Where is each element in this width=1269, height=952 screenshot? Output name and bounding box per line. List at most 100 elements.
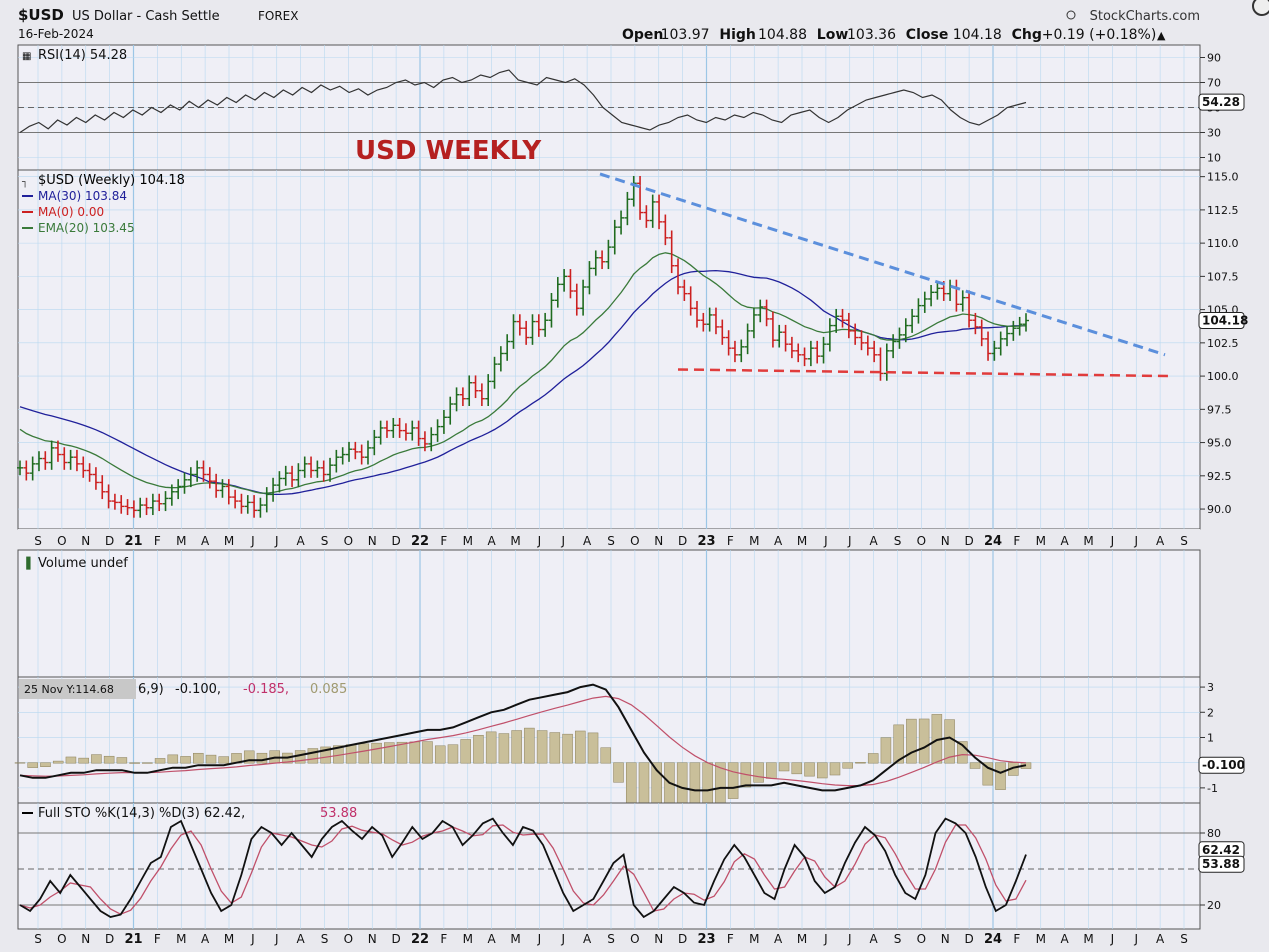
sto-tick-label: 20 [1207,899,1221,912]
sto-label: Full STO %K(14,3) %D(3) 62.42, [38,806,245,821]
copyright-icon [1066,10,1076,20]
month-label-bottom: N [654,932,663,946]
macd-histogram-bar [549,732,561,764]
quote-label: Open [622,27,663,43]
month-label-bottom: M [224,932,234,946]
month-label-bottom: 24 [984,932,1002,947]
month-label-bottom: A [297,932,306,946]
price-tick-label: 112.5 [1207,204,1239,217]
month-label-bottom: D [965,932,974,946]
month-label: A [1156,534,1165,548]
exchange: FOREX [258,9,299,23]
macd-histogram-bar [842,762,853,769]
quote-label: Low [817,27,849,43]
tooltip-text: 25 Nov Y:114.68 [24,683,114,696]
rsi-line [19,69,1027,134]
x-axis-band [18,529,1200,550]
month-label: A [1061,534,1070,548]
sto-k-line [19,817,1027,919]
macd-histogram-bar [600,747,612,764]
month-label-bottom: F [727,932,734,946]
month-label: O [917,534,926,548]
month-label: 24 [984,534,1002,549]
macd-histogram-bar [434,745,446,764]
macd-histogram-bar [906,718,917,764]
symbol: $USD [18,6,64,24]
month-label: F [154,534,161,548]
month-label: D [678,534,687,548]
macd-histogram-bar [918,718,930,764]
month-label-bottom: M [1036,932,1046,946]
price-current-value: 104.18 [1202,314,1248,328]
month-label: M [463,534,473,548]
month-label: F [727,534,734,548]
macd-histogram-bar [409,741,421,764]
macd-histogram-bar [40,762,51,767]
month-label-bottom: J [250,932,255,946]
sto-d-current-value: 53.88 [1202,857,1240,871]
month-label-bottom: 23 [697,932,715,947]
volume-icon: ▐ [22,556,31,570]
month-label-bottom: O [630,932,639,946]
month-label: A [297,534,306,548]
month-label-bottom: 22 [411,932,429,947]
macd-histogram-bar [791,762,803,775]
month-label-bottom: D [678,932,687,946]
month-label: S [321,534,329,548]
month-label: S [1180,534,1188,548]
sto-panel [17,802,1201,930]
macd-histogram-bar [256,752,268,764]
macd-histogram-bar [52,760,64,764]
macd-tick-label: 3 [1207,681,1214,694]
month-label: J [274,534,279,548]
price-tick-label: 107.5 [1207,270,1239,283]
macd-histogram-bar [524,727,535,764]
price-panel [17,169,1201,530]
macd-histogram-bar [218,756,229,764]
sto-k-current-value: 62.42 [1202,843,1240,857]
date: 16-Feb-2024 [18,27,94,41]
macd-histogram-bar [613,762,624,783]
rsi-tick-label: 70 [1207,77,1221,90]
month-label-bottom: J [1133,932,1138,946]
month-label: N [368,534,377,548]
month-label: O [630,534,639,548]
quote-label: High [719,27,756,43]
month-label-bottom: J [823,932,828,946]
macd-histogram-bar [65,756,77,764]
close-icon[interactable] [1252,0,1269,16]
month-label-bottom: M [797,932,807,946]
quote-value: 104.88 [758,27,807,43]
month-label: M [749,534,759,548]
month-label-bottom: S [607,932,615,946]
macd-histogram-bar [78,757,89,764]
month-label: D [105,534,114,548]
legend-item: EMA(20) 103.45 [38,221,135,235]
rsi-current-value: 54.28 [1202,95,1240,109]
month-label: J [1110,534,1115,548]
month-label: J [537,534,542,548]
month-label-bottom: A [201,932,210,946]
price-tick-label: 102.5 [1207,337,1239,350]
instrument-name: US Dollar - Cash Settle [72,9,220,24]
month-label-bottom: J [847,932,852,946]
month-label-bottom: J [274,932,279,946]
month-label: M [176,534,186,548]
month-label-bottom: S [1180,932,1188,946]
macd-histogram-bar [167,754,179,764]
month-label-bottom: J [560,932,565,946]
price-tick-label: 100.0 [1207,370,1239,383]
month-label: A [201,534,210,548]
price-tick-label: 92.5 [1207,470,1232,483]
macd-value: -0.100, [175,682,221,697]
macd-tick-label: -1 [1207,782,1218,795]
macd-histogram-bar [867,753,879,764]
macd-histogram-bar [243,750,255,764]
month-label: J [250,534,255,548]
macd-histogram-bar [320,746,331,764]
macd-tick-label: 2 [1207,706,1214,719]
month-label: D [392,534,401,548]
tooltip-box [19,679,136,699]
month-label-bottom: A [870,932,879,946]
quote-value: +0.19 (+0.18%) [1042,27,1156,43]
